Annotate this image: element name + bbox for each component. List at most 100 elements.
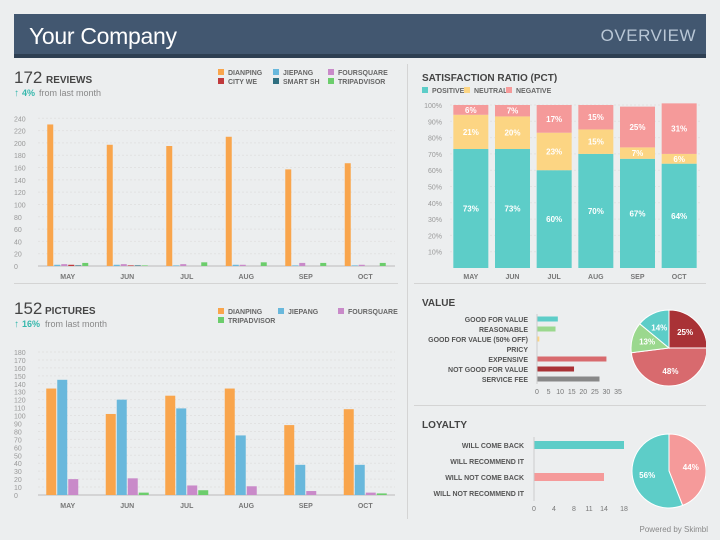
legend-label: TRIPADVISOR — [338, 79, 385, 86]
bar-jiepang — [54, 264, 61, 266]
y-tick-label: 40 — [14, 461, 22, 468]
pie-label: 14% — [651, 323, 667, 332]
pie-slice — [631, 433, 684, 509]
x-tick-label: 11 — [585, 506, 592, 513]
legend-swatch — [506, 87, 512, 93]
category-label: SERVICE FEE — [482, 377, 528, 384]
y-tick-label: 10 — [14, 485, 22, 492]
bar-foursquare — [187, 485, 198, 495]
x-tick-label: AUG — [588, 274, 604, 281]
legend-label: NEGATIVE — [516, 88, 552, 95]
pictures-delta-text: from last month — [45, 319, 107, 329]
bar-negative — [661, 103, 697, 154]
legend-label: FOURSQUARE — [338, 70, 388, 77]
bar-tripadvisor — [138, 492, 149, 495]
x-tick-label: JUN — [120, 274, 134, 281]
bar-dianping — [166, 146, 173, 266]
legend-label: JIEPANG — [283, 70, 314, 77]
legend-swatch — [338, 308, 344, 314]
y-tick-label: 80% — [428, 136, 442, 143]
bar-jiepang — [354, 464, 365, 495]
y-tick-label: 100 — [14, 414, 26, 421]
divider-right-1 — [414, 283, 706, 284]
bar-jiepang — [173, 265, 180, 266]
x-tick-label: 18 — [620, 506, 628, 513]
bar-foursquare — [299, 262, 306, 266]
category-label: GOOD FOR VALUE — [465, 317, 529, 324]
satisfaction-panel: SATISFACTION RATIO (PCT) POSITIVE NEUTRAL… — [422, 73, 700, 281]
pie-label: 48% — [662, 367, 678, 376]
reviews-delta: 4% — [22, 88, 35, 98]
y-tick-label: 200 — [14, 141, 26, 148]
data-label: 60% — [546, 215, 562, 224]
divider-right-2 — [414, 405, 706, 406]
bar-foursquare — [120, 264, 127, 266]
pie-slice — [668, 433, 706, 507]
reviews-panel: 172 REVIEWS ↑ 4% from last month DIANPIN… — [14, 68, 395, 281]
bar-positive — [495, 149, 530, 268]
x-tick-label: SEP — [299, 503, 313, 510]
reviews-chart: 0 20 40 60 80 100 120 140 160 180 200 220 240 MAY JUN J… — [14, 116, 395, 281]
y-tick-label: 70% — [428, 152, 442, 159]
satisfaction-chart: 10% 20% 30% 40% 50% 60% 70% 80% 90% 100% 73% 21% 6% M… — [424, 103, 700, 281]
data-label: 31% — [671, 125, 687, 134]
bar-dianping — [284, 425, 295, 495]
pictures-panel: 152 PICTURES ↑ 16% from last month DIANP… — [14, 299, 398, 510]
pictures-count: 152 — [14, 299, 42, 318]
data-label: 73% — [504, 205, 520, 214]
bar-jiepang — [57, 379, 68, 495]
reviews-delta-text: from last month — [39, 88, 101, 98]
legend-label: NEUTRAL — [474, 88, 508, 95]
legend-swatch — [328, 69, 334, 75]
legend-label: DIANPING — [228, 70, 263, 77]
bar-jiepang — [295, 464, 306, 495]
reviews-count: 172 — [14, 68, 42, 87]
legend-label: CITY WE — [228, 79, 257, 86]
legend-label: JIEPANG — [288, 309, 319, 316]
y-tick-label: 20% — [428, 233, 442, 240]
y-tick-label: 90% — [428, 119, 442, 126]
bar-jiepang — [176, 408, 187, 495]
y-tick-label: 50 — [14, 453, 22, 460]
y-tick-label: 150 — [14, 374, 26, 381]
app-header: Your Company OVERVIEW — [14, 14, 706, 58]
pie-label: 44% — [683, 463, 699, 472]
legend-label: TRIPADVISOR — [228, 318, 275, 325]
x-tick-label: JUN — [120, 503, 134, 510]
hbar — [537, 326, 556, 332]
legend-swatch — [328, 78, 334, 84]
data-label: 25% — [629, 123, 645, 132]
y-tick-label: 100 — [14, 202, 26, 209]
y-tick-label: 220 — [14, 129, 26, 136]
tab-overview[interactable]: OVERVIEW — [600, 26, 696, 45]
data-label: 6% — [673, 155, 685, 164]
bar-negative — [620, 106, 655, 148]
pictures-chart: 0102030405060708090100110120130140150160… — [14, 350, 395, 510]
bar-tripadvisor — [82, 262, 89, 266]
x-tick-label: AUG — [238, 274, 254, 281]
data-label: 67% — [629, 209, 645, 218]
loyalty-title: LOYALTY — [422, 420, 467, 431]
trend-up-icon: ↑ — [14, 319, 19, 330]
hbar — [537, 356, 607, 362]
bar-foursquare — [68, 479, 79, 495]
bar-negative — [578, 105, 614, 130]
y-tick-label: 10% — [428, 250, 442, 257]
x-tick-label: OCT — [358, 503, 374, 510]
y-tick-label: 30% — [428, 217, 442, 224]
hbar — [537, 376, 600, 382]
bar-neutral — [495, 116, 530, 150]
bar-jiepang — [116, 399, 127, 495]
bar-neutral — [578, 129, 614, 154]
bar-positive — [578, 153, 614, 268]
y-tick-label: 60% — [428, 168, 442, 175]
bar-city-we — [68, 264, 75, 266]
y-tick-label: 60 — [14, 227, 22, 234]
y-tick-label: 30 — [14, 469, 22, 476]
y-tick-label: 90 — [14, 422, 22, 429]
bar-foursquare — [306, 491, 317, 495]
bar-neutral — [620, 147, 655, 159]
bar-positive — [453, 149, 489, 268]
y-tick-label: 80 — [14, 215, 22, 222]
bar-neutral — [661, 153, 697, 164]
